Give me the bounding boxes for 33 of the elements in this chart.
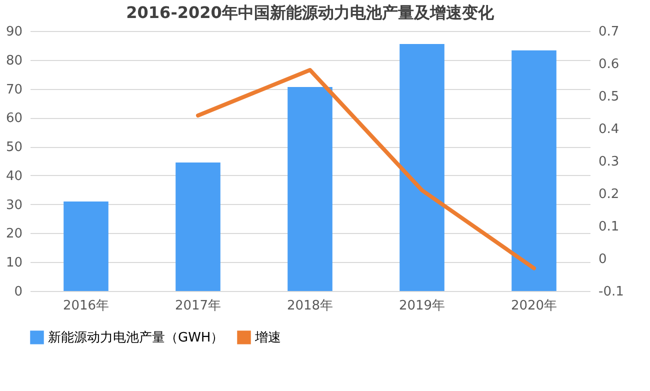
y-tick-label: 0 [14, 284, 22, 300]
y2-tick-label: 0.1 [598, 220, 620, 234]
x-tick-label: 2020年 [510, 298, 558, 314]
y-tick-label: 10 [6, 256, 22, 271]
y2-tick-label: 0.2 [598, 187, 620, 202]
y-tick-label: 90 [6, 24, 22, 40]
y2-tick-label: 0.5 [598, 90, 620, 104]
x-tick-label: 2019年 [398, 298, 446, 314]
y-tick-label: 80 [6, 53, 22, 68]
y-tick-label: 50 [6, 140, 22, 156]
y-tick-label: 60 [6, 111, 22, 126]
line-series [196, 68, 536, 270]
x-tick-label: 2018年 [286, 298, 334, 314]
y2-tick-label: 0.4 [598, 122, 620, 137]
y2-tick-label: 0.6 [598, 57, 620, 72]
y2-tick-label: 0.3 [598, 154, 620, 170]
y-tick-label: 20 [6, 226, 22, 242]
bar [400, 44, 444, 291]
bar [64, 201, 108, 291]
y-tick-label: 30 [6, 198, 22, 213]
bar [176, 162, 220, 291]
bar [288, 87, 332, 291]
legend-label: 新能源动力电池产量（GWH） [48, 330, 224, 346]
y2-tick-label: 0.7 [598, 24, 620, 40]
chart-title: 2016-2020年中国新能源动力电池产量及增速变化 [126, 3, 495, 22]
legend-label: 增速 [254, 330, 281, 346]
y2-tick-label: 0 [598, 252, 607, 267]
x-tick-label: 2017年 [174, 298, 222, 314]
y-tick-label: 40 [6, 168, 22, 184]
bar [512, 50, 556, 291]
y2-tick-label: -0.1 [598, 284, 624, 300]
y-tick-label: 70 [6, 82, 22, 98]
x-tick-label: 2016年 [62, 298, 110, 314]
